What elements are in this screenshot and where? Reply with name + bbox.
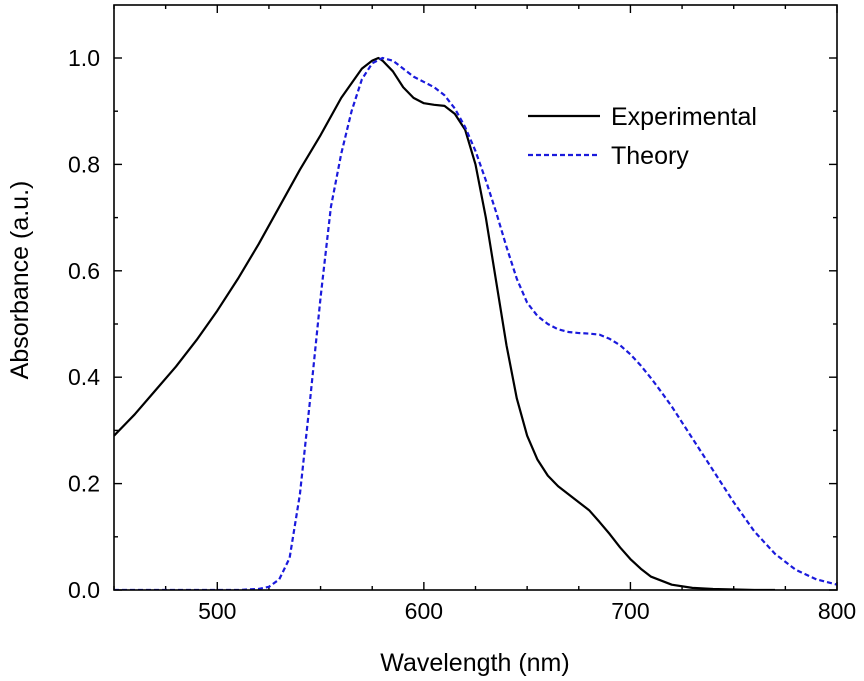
series-line-experimental — [114, 56, 776, 590]
x-tick-label: 600 — [405, 598, 443, 624]
y-axis-title: Absorbance (a.u.) — [6, 181, 34, 380]
y-tick-label: 1.0 — [68, 45, 100, 71]
series-line-theory — [114, 56, 837, 590]
legend: Experimental Theory — [528, 103, 757, 170]
legend-label-experimental: Experimental — [611, 103, 757, 131]
x-tick-label: 700 — [611, 598, 649, 624]
y-tick-label: 0.4 — [68, 364, 100, 390]
series-layer — [114, 56, 837, 590]
y-tick-label: 0.2 — [68, 471, 100, 497]
x-axis-title: Wavelength (nm) — [380, 649, 569, 677]
tick-labels: 500 600 700 800 0.0 0.2 0.4 0.6 0.8 1.0 — [68, 45, 856, 624]
y-tick-label: 0.6 — [68, 258, 100, 284]
x-tick-label: 800 — [818, 598, 856, 624]
plot-frame — [113, 4, 838, 591]
y-tick-label: 0.8 — [68, 151, 100, 177]
x-tick-label: 500 — [198, 598, 236, 624]
legend-label-theory: Theory — [611, 142, 689, 170]
y-tick-label: 0.0 — [68, 577, 100, 603]
